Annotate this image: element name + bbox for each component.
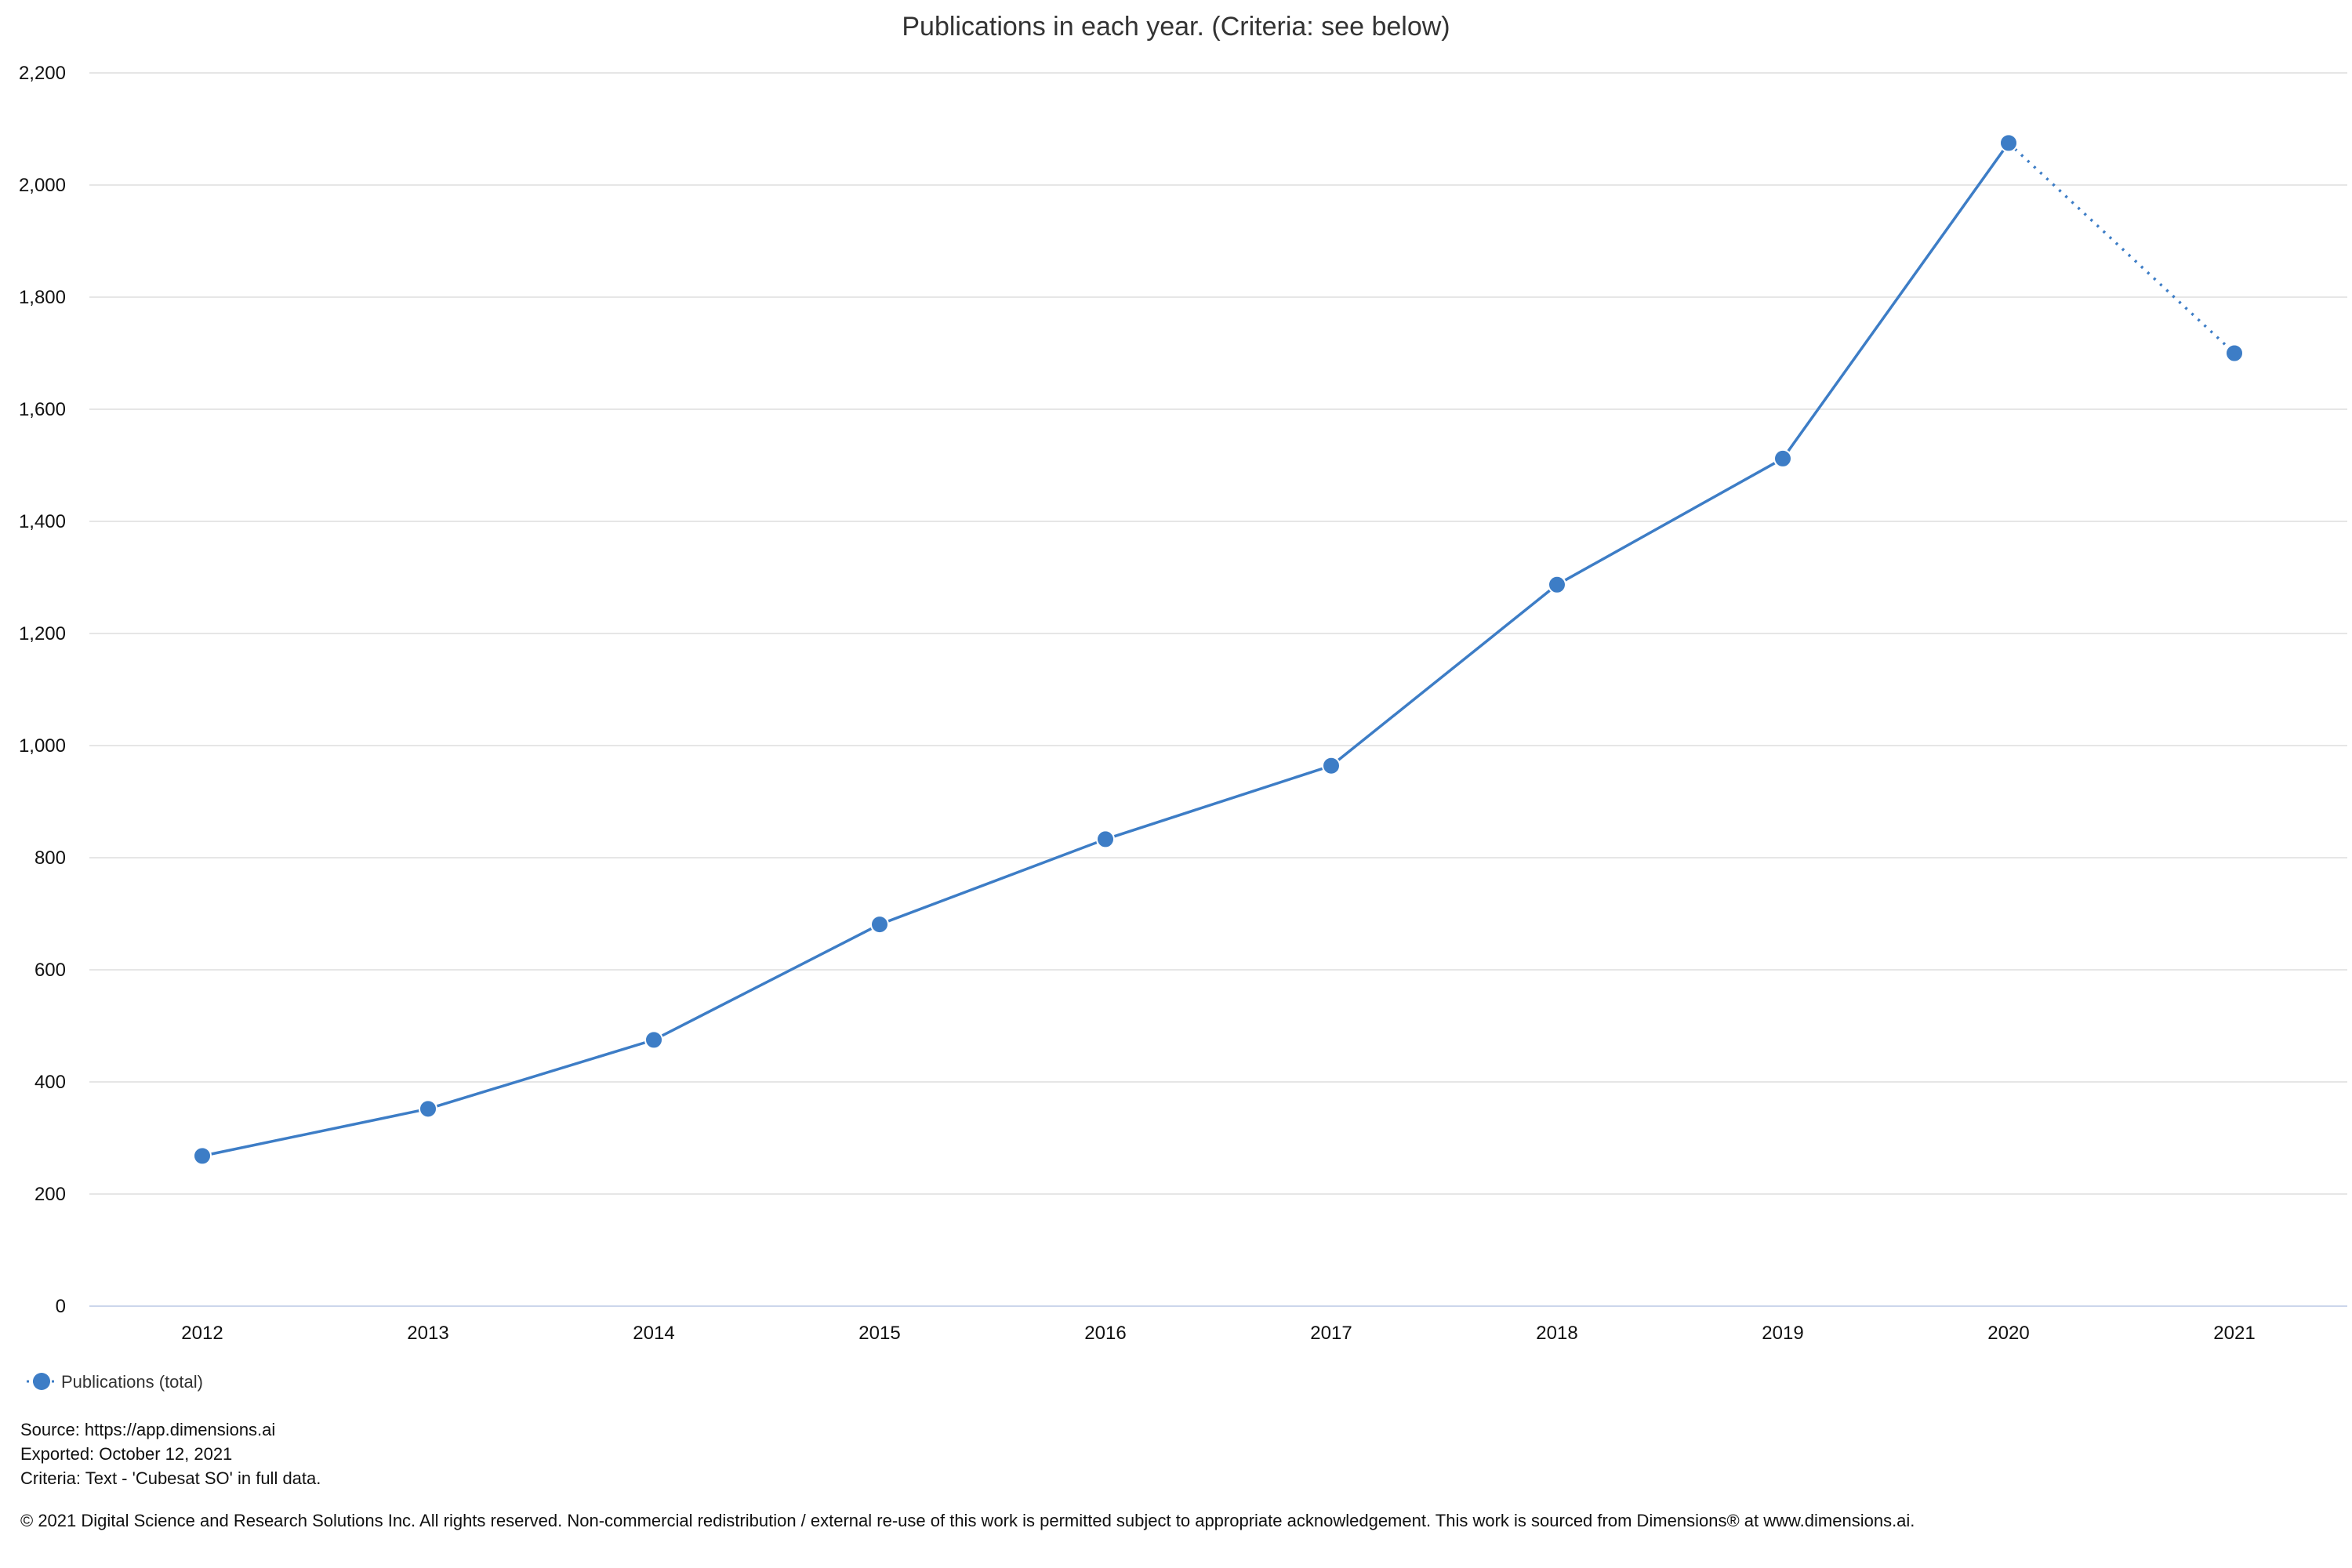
footer-info: Source: https://app.dimensions.ai Export… [20, 1417, 321, 1490]
data-point[interactable] [2225, 343, 2244, 363]
exported-text: Exported: October 12, 2021 [20, 1444, 233, 1464]
data-point[interactable] [1548, 575, 1566, 594]
y-tick-label: 0 [56, 1296, 66, 1317]
x-tick-label: 2020 [1987, 1323, 2029, 1344]
data-point[interactable] [193, 1146, 212, 1166]
y-tick-label: 2,000 [19, 175, 66, 196]
y-tick-label: 600 [34, 960, 66, 981]
copyright-text: © 2021 Digital Science and Research Solu… [20, 1511, 1915, 1530]
data-point[interactable] [419, 1099, 437, 1119]
x-tick-label: 2014 [633, 1323, 674, 1344]
legend-label: Publications (total) [61, 1372, 203, 1392]
x-tick-label: 2016 [1084, 1323, 1126, 1344]
data-point[interactable] [870, 915, 889, 935]
legend-marker [33, 1373, 50, 1390]
series-line-partial-year [2007, 142, 2236, 354]
y-tick-label: 1,600 [19, 399, 66, 420]
chart-title: Publications in each year. (Criteria: se… [902, 12, 1450, 42]
data-point[interactable] [1096, 829, 1115, 849]
x-tick-label: 2013 [407, 1323, 448, 1344]
y-tick-label: 2,200 [19, 63, 66, 84]
y-tick-label: 1,800 [19, 287, 66, 308]
x-axis-tick-labels: 2012 2013 2014 2015 2016 2017 2018 2019 2020 2021 [181, 1323, 2255, 1344]
x-tick-label: 2015 [858, 1323, 900, 1344]
legend[interactable]: Publications (total) [27, 1372, 203, 1392]
x-tick-label: 2012 [181, 1323, 223, 1344]
y-tick-label: 1,200 [19, 623, 66, 644]
x-tick-label: 2021 [2213, 1323, 2255, 1344]
y-tick-label: 800 [34, 848, 66, 869]
y-tick-label: 1,000 [19, 735, 66, 757]
series-line [201, 142, 2010, 1158]
data-point[interactable] [1999, 133, 2018, 153]
data-point[interactable] [1773, 448, 1792, 468]
y-tick-label: 1,400 [19, 511, 66, 532]
x-tick-label: 2017 [1310, 1323, 1352, 1344]
y-tick-label: 400 [34, 1072, 66, 1093]
criteria-text: Criteria: Text - 'Cubesat SO' in full da… [20, 1468, 321, 1488]
data-point[interactable] [1322, 756, 1341, 775]
series-publications-total [193, 133, 2244, 1166]
y-axis-tick-labels: 0 200 400 600 800 1,000 1,200 1,400 1,600 1,800 2,… [19, 63, 66, 1317]
gridlines [89, 72, 2347, 1195]
source-text: Source: https://app.dimensions.ai [20, 1420, 276, 1439]
y-tick-label: 200 [34, 1184, 66, 1205]
x-tick-label: 2018 [1536, 1323, 1577, 1344]
x-tick-label: 2019 [1762, 1323, 1803, 1344]
data-point[interactable] [644, 1030, 663, 1050]
